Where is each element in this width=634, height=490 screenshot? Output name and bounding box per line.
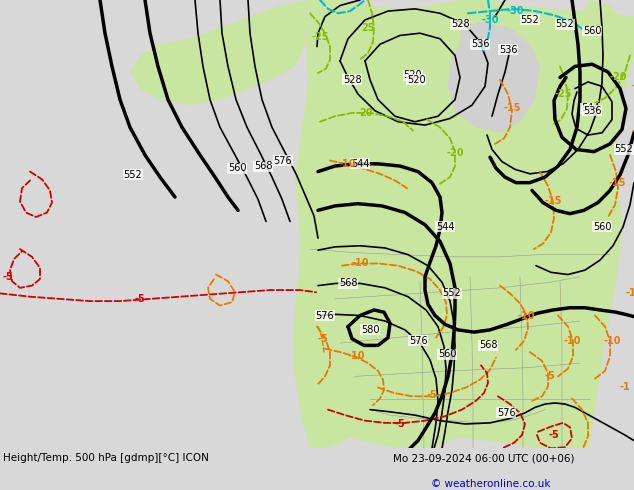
- Text: 536: 536: [471, 39, 489, 49]
- Text: 568: 568: [254, 161, 272, 171]
- Polygon shape: [448, 22, 540, 133]
- Text: 552: 552: [521, 15, 540, 25]
- Polygon shape: [130, 0, 310, 105]
- Text: -25: -25: [311, 31, 329, 42]
- Text: -30: -30: [507, 6, 524, 16]
- Text: 568: 568: [339, 278, 357, 289]
- Text: -5: -5: [134, 294, 145, 304]
- Text: 544: 544: [436, 222, 454, 232]
- Text: © weatheronline.co.uk: © weatheronline.co.uk: [431, 479, 550, 489]
- Text: -10: -10: [563, 336, 581, 346]
- Text: 15: 15: [633, 26, 634, 36]
- Text: -10: -10: [517, 311, 534, 320]
- Text: -15: -15: [608, 178, 626, 188]
- Polygon shape: [578, 0, 630, 77]
- Text: 560: 560: [583, 26, 601, 36]
- Text: 552: 552: [443, 288, 462, 298]
- Text: 552: 552: [555, 19, 574, 29]
- Text: -5: -5: [3, 272, 13, 282]
- Text: 20: 20: [359, 108, 373, 118]
- Text: 576: 576: [409, 336, 427, 346]
- Text: -10: -10: [347, 351, 365, 362]
- Text: -15: -15: [544, 196, 562, 206]
- Text: 544: 544: [351, 159, 369, 169]
- Text: 528: 528: [343, 74, 361, 85]
- Text: -20: -20: [609, 73, 627, 82]
- Text: -5: -5: [427, 390, 437, 400]
- Text: 568: 568: [479, 341, 497, 350]
- Text: -15: -15: [631, 81, 634, 91]
- Text: 560: 560: [593, 222, 611, 232]
- Text: -15: -15: [631, 125, 634, 136]
- Text: 544: 544: [581, 103, 599, 114]
- Text: Height/Temp. 500 hPa [gdmp][°C] ICON: Height/Temp. 500 hPa [gdmp][°C] ICON: [3, 453, 209, 463]
- Polygon shape: [293, 0, 634, 448]
- Text: -10: -10: [339, 159, 356, 169]
- Text: 580: 580: [361, 325, 379, 335]
- Text: -5: -5: [318, 334, 328, 344]
- Text: 528: 528: [451, 19, 469, 29]
- Text: -10: -10: [603, 336, 621, 346]
- Text: -30: -30: [481, 15, 499, 25]
- Text: -5: -5: [545, 371, 555, 381]
- Text: -5: -5: [394, 419, 405, 429]
- Text: -5: -5: [548, 430, 559, 440]
- Text: 576: 576: [316, 311, 334, 320]
- Text: 552: 552: [614, 145, 633, 154]
- Text: 25: 25: [361, 23, 375, 33]
- Text: -10: -10: [625, 288, 634, 298]
- Text: 536: 536: [499, 45, 517, 55]
- Text: 560: 560: [437, 349, 456, 359]
- Text: -10: -10: [351, 258, 369, 269]
- Text: 576: 576: [496, 408, 515, 418]
- Text: 576: 576: [274, 155, 292, 166]
- Text: -25: -25: [554, 89, 572, 99]
- Text: -15: -15: [503, 103, 521, 114]
- Text: 552: 552: [124, 170, 143, 180]
- Text: 560: 560: [228, 163, 246, 173]
- Text: 520: 520: [406, 74, 425, 85]
- Text: 520: 520: [404, 70, 422, 80]
- Text: -20: -20: [446, 148, 463, 158]
- Text: -1: -1: [619, 383, 630, 392]
- Text: Mo 23-09-2024 06:00 UTC (00+06): Mo 23-09-2024 06:00 UTC (00+06): [393, 453, 574, 463]
- Text: 536: 536: [583, 106, 601, 116]
